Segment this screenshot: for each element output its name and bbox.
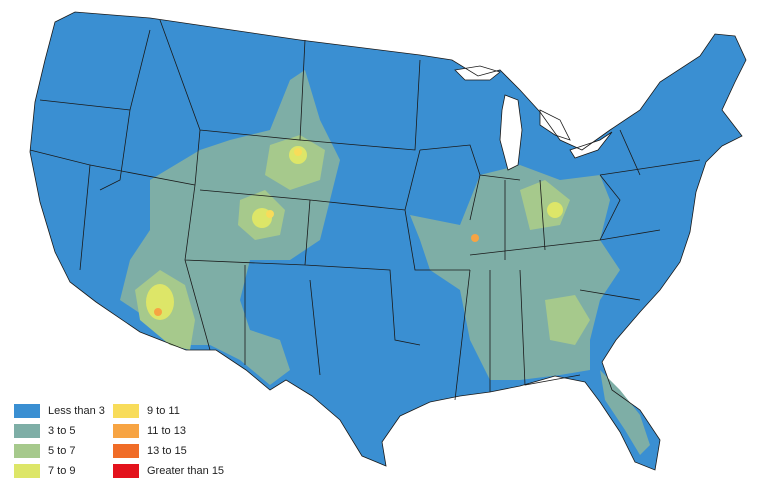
legend-swatch — [14, 444, 40, 458]
legend-label: 7 to 9 — [48, 465, 76, 477]
legend-label: 5 to 7 — [48, 445, 76, 457]
lake — [454, 65, 501, 81]
legend-label: 11 to 13 — [147, 425, 186, 437]
region-11-13 — [471, 234, 479, 242]
legend-swatch — [113, 424, 139, 438]
region-3-5 — [600, 370, 650, 455]
legend-swatch — [14, 464, 40, 478]
region-5-7 — [545, 295, 590, 345]
lake — [539, 109, 571, 141]
legend-label: Less than 3 — [48, 405, 105, 417]
lake — [499, 94, 523, 171]
legend-swatch — [14, 424, 40, 438]
legend-label: Greater than 15 — [147, 465, 224, 477]
legend-swatch — [113, 404, 139, 418]
legend-swatch — [14, 404, 40, 418]
legend: Less than 3 3 to 5 5 to 7 7 to 9 9 to 11 11 t… — [14, 404, 224, 478]
region-9-11 — [266, 210, 274, 218]
legend-swatch — [113, 444, 139, 458]
region-9-11 — [294, 148, 302, 156]
state-borders — [29, 11, 747, 471]
legend-swatch — [113, 464, 139, 478]
region-7-9 — [547, 202, 563, 218]
region-11-13 — [154, 308, 162, 316]
legend-label: 3 to 5 — [48, 425, 76, 437]
us-map — [29, 11, 747, 471]
legend-label: 13 to 15 — [147, 445, 187, 457]
legend-label: 9 to 11 — [147, 405, 180, 417]
lake — [569, 131, 613, 159]
region-7-9 — [146, 284, 174, 320]
